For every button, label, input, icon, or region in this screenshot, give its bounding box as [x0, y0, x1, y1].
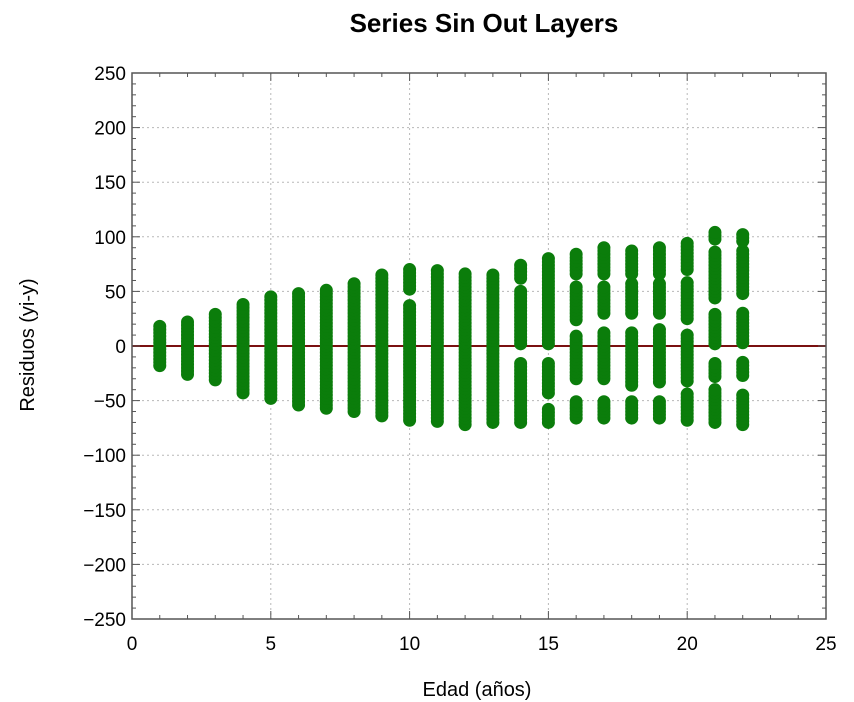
data-point: [708, 225, 722, 239]
data-points: [153, 225, 750, 432]
data-point: [736, 244, 750, 258]
y-tick-label: 50: [105, 282, 126, 303]
y-tick-label: 200: [94, 119, 126, 140]
data-point: [625, 326, 639, 340]
data-point: [569, 280, 583, 294]
chart-title: Series Sin Out Layers: [350, 8, 619, 38]
y-tick-label: −100: [83, 446, 126, 467]
axis-ticks: [131, 72, 827, 620]
y-tick-labels: 250 200 150 100 50 0 −50 −100 −150 −200 −250: [83, 64, 126, 631]
data-point: [319, 283, 333, 297]
data-point: [736, 306, 750, 320]
x-tick-labels: 0 5 10 15 20 25: [127, 634, 837, 655]
data-point: [680, 387, 694, 401]
data-point: [569, 247, 583, 261]
data-point: [181, 315, 195, 329]
data-point: [652, 277, 666, 291]
x-tick-label: 5: [266, 634, 277, 655]
data-point: [680, 236, 694, 250]
data-point: [680, 276, 694, 290]
data-point: [375, 268, 389, 282]
y-tick-label: 250: [94, 64, 126, 85]
data-point: [625, 395, 639, 409]
data-point: [680, 328, 694, 342]
data-point: [708, 307, 722, 321]
data-point: [458, 267, 472, 281]
data-point: [347, 277, 361, 291]
x-tick-label: 25: [815, 634, 836, 655]
data-point: [597, 395, 611, 409]
data-point: [292, 287, 306, 301]
data-point: [652, 241, 666, 255]
data-point: [708, 245, 722, 259]
data-point: [236, 298, 250, 312]
data-point: [541, 252, 555, 266]
data-point: [736, 388, 750, 402]
data-point: [708, 383, 722, 397]
data-point: [264, 290, 278, 304]
x-tick-label: 10: [399, 634, 420, 655]
data-point: [541, 402, 555, 416]
data-point: [514, 356, 528, 370]
data-point: [569, 329, 583, 343]
data-point: [736, 355, 750, 369]
data-point: [652, 395, 666, 409]
x-tick-label: 20: [677, 634, 698, 655]
x-axis-label: Edad (años): [423, 679, 532, 701]
data-point: [403, 263, 417, 277]
data-point: [153, 319, 167, 333]
data-point: [625, 277, 639, 291]
data-point: [541, 356, 555, 370]
y-tick-label: −200: [83, 555, 126, 576]
data-point: [403, 299, 417, 313]
data-point: [486, 268, 500, 282]
data-point: [514, 258, 528, 272]
data-point: [736, 228, 750, 242]
y-tick-label: −250: [83, 610, 126, 631]
y-tick-label: 0: [115, 337, 126, 358]
data-point: [652, 323, 666, 337]
y-tick-label: 150: [94, 173, 126, 194]
y-tick-label: −150: [83, 501, 126, 522]
x-tick-label: 0: [127, 634, 138, 655]
y-axis-label: Residuos (yi-y): [17, 278, 39, 411]
data-point: [597, 280, 611, 294]
data-point: [208, 307, 222, 321]
data-point: [597, 326, 611, 340]
y-tick-label: −50: [94, 392, 126, 413]
y-tick-label: 100: [94, 228, 126, 249]
data-point: [430, 264, 444, 278]
data-point: [625, 244, 639, 258]
data-point: [708, 356, 722, 370]
x-tick-label: 15: [538, 634, 559, 655]
data-point: [597, 241, 611, 255]
data-point: [569, 395, 583, 409]
data-point: [514, 284, 528, 298]
